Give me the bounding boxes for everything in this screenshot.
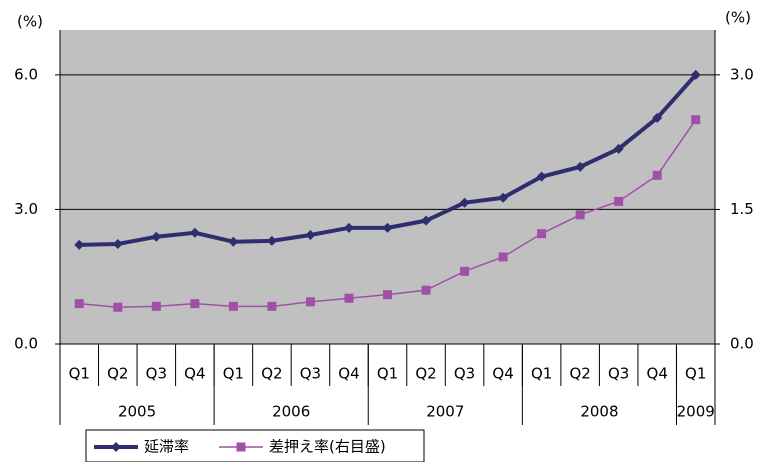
y-tick-label: 6.0 — [14, 65, 38, 83]
data-point — [498, 192, 509, 203]
data-point — [421, 215, 432, 226]
data-point — [575, 210, 585, 220]
legend-label: 差押え率(右目盛) — [269, 438, 386, 456]
data-point — [613, 143, 624, 154]
year-label: 2005 — [118, 403, 156, 421]
y-tick-label: 3.0 — [14, 200, 38, 218]
data-point — [459, 197, 470, 208]
data-point — [151, 301, 161, 311]
x-tick-label: Q2 — [261, 365, 282, 383]
data-point — [421, 285, 431, 295]
data-point — [266, 235, 277, 246]
year-label: 2007 — [426, 403, 464, 421]
data-point — [691, 115, 701, 125]
x-tick-label: Q1 — [531, 365, 552, 383]
data-point — [343, 222, 354, 233]
data-point — [190, 299, 200, 309]
x-tick-label: Q4 — [184, 365, 205, 383]
data-point — [305, 297, 315, 307]
x-tick-label: Q4 — [338, 365, 359, 383]
x-tick-label: Q3 — [454, 365, 475, 383]
x-tick-label: Q3 — [300, 365, 321, 383]
data-point — [460, 266, 470, 276]
data-point — [112, 238, 123, 249]
x-tick-label: Q1 — [69, 365, 90, 383]
y2-tick-label: 0.0 — [730, 335, 754, 353]
data-point — [74, 239, 85, 250]
x-tick-label: Q3 — [146, 365, 167, 383]
x-tick-label: Q1 — [685, 365, 706, 383]
year-label: 2009 — [677, 403, 715, 421]
data-point — [382, 222, 393, 233]
data-point — [652, 112, 663, 123]
data-point — [536, 171, 547, 182]
y2-unit: (%) — [725, 9, 751, 27]
x-tick-label: Q2 — [107, 365, 128, 383]
legend-marker — [111, 442, 121, 452]
x-tick-label: Q1 — [223, 365, 244, 383]
data-point — [690, 69, 701, 80]
data-point — [498, 252, 508, 262]
x-tick-label: Q2 — [569, 365, 590, 383]
x-tick-label: Q3 — [608, 365, 629, 383]
x-tick-label: Q4 — [647, 365, 668, 383]
legend — [85, 429, 425, 462]
data-point — [228, 236, 239, 247]
data-point — [228, 301, 238, 311]
data-point — [344, 293, 354, 303]
legend-label: 延滞率 — [144, 438, 189, 456]
data-point — [74, 299, 84, 309]
data-point — [113, 302, 123, 312]
x-tick-label: Q2 — [415, 365, 436, 383]
data-point — [151, 231, 162, 242]
y-unit: (%) — [17, 13, 43, 31]
data-point — [575, 161, 586, 172]
y2-tick-label: 3.0 — [730, 65, 754, 83]
data-point — [614, 196, 624, 206]
year-label: 2008 — [580, 403, 618, 421]
y-tick-label: 0.0 — [14, 335, 38, 353]
data-point — [652, 170, 662, 180]
data-point — [305, 229, 316, 240]
data-point — [267, 301, 277, 311]
y2-tick-label: 1.5 — [730, 200, 754, 218]
x-tick-label: Q1 — [377, 365, 398, 383]
data-point — [537, 229, 547, 239]
year-label: 2006 — [272, 403, 310, 421]
data-point — [189, 227, 200, 238]
data-point — [383, 290, 392, 300]
legend-marker — [236, 442, 246, 452]
x-tick-label: Q4 — [492, 365, 513, 383]
